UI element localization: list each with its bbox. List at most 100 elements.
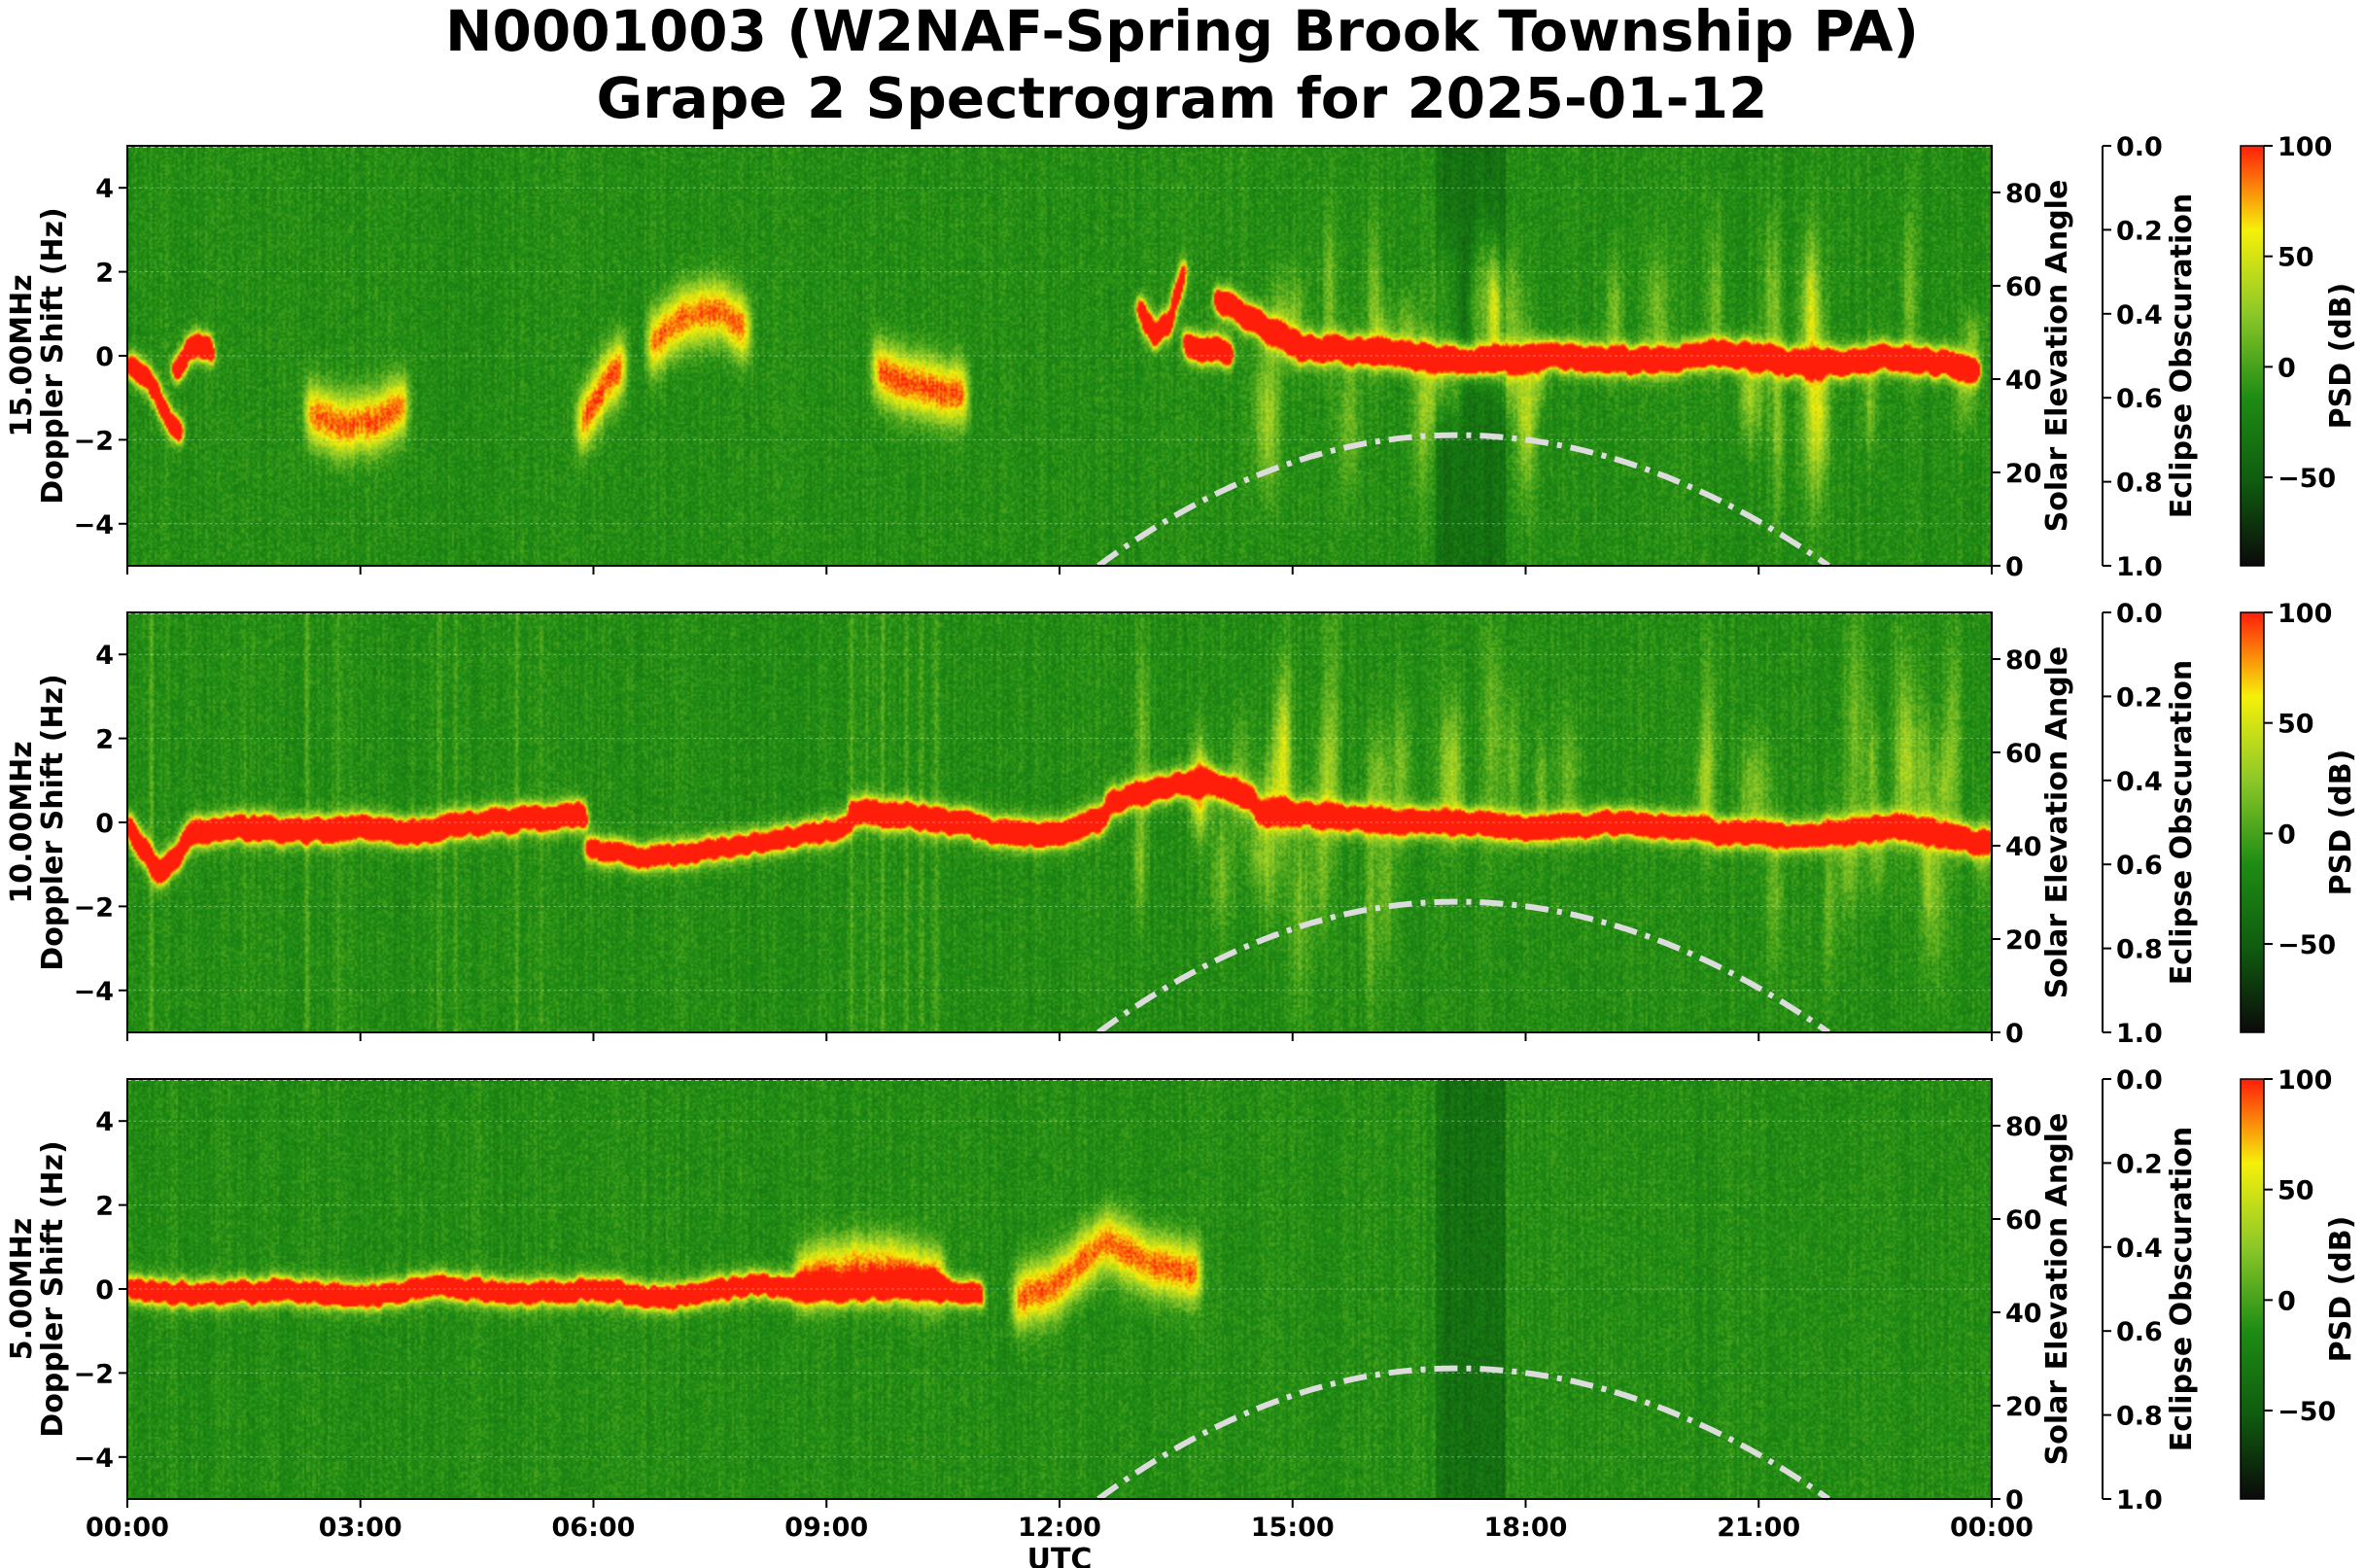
panel-frequency-label: 5.00MHz <box>5 1218 39 1360</box>
solar-elevation-curve <box>1096 898 1830 1035</box>
colorbar-label: PSD (dB) <box>2324 283 2358 430</box>
ytick-label: 0 <box>95 809 114 839</box>
xtick-label: 21:00 <box>1717 1513 1800 1543</box>
colorbar-tick-label: 100 <box>2278 1065 2332 1096</box>
xtick-label: 12:00 <box>1018 1513 1101 1543</box>
colorbar-tick-label: 50 <box>2278 710 2314 740</box>
obscuration-tick-label: 0.2 <box>2116 216 2163 246</box>
colorbar-label: PSD (dB) <box>2324 749 2358 896</box>
obscuration-tick-label: 0.2 <box>2116 682 2163 713</box>
colorbar-tick-label: 100 <box>2278 599 2332 629</box>
obscuration-tick-label: 0.0 <box>2116 599 2163 629</box>
elevation-tick-label: 0 <box>2005 552 2024 582</box>
solar-elevation-label: Solar Elevation Angle <box>2040 1113 2074 1466</box>
ytick-label: −2 <box>74 1359 114 1389</box>
elevation-tick-label: 20 <box>2005 1392 2042 1422</box>
obscuration-tick-label: 1.0 <box>2116 1485 2163 1516</box>
obscuration-tick-label: 0.4 <box>2116 300 2163 331</box>
obscuration-tick-label: 0.4 <box>2116 767 2163 797</box>
solar-elevation-label: Solar Elevation Angle <box>2040 646 2074 999</box>
ytick-label: −4 <box>74 510 114 540</box>
obscuration-tick-label: 0.6 <box>2116 851 2163 881</box>
solar-elevation-label: Solar Elevation Angle <box>2040 180 2074 533</box>
obscuration-tick-label: 0.2 <box>2116 1149 2163 1179</box>
x-axis-label: UTC <box>1027 1543 1093 1568</box>
psd-colorbar <box>2240 611 2265 1033</box>
figure-title-line1: N0001003 (W2NAF-Spring Brook Township PA… <box>445 0 1919 64</box>
colorbar-tick-label: 0 <box>2278 1286 2296 1316</box>
doppler-shift-label: Doppler Shift (Hz) <box>36 674 70 970</box>
psd-colorbar <box>2240 1078 2265 1500</box>
colorbar-tick-label: 50 <box>2278 243 2314 273</box>
elevation-tick-label: 60 <box>2005 739 2042 769</box>
colorbar-tick-label: −50 <box>2278 464 2336 494</box>
spectrogram-heatmap <box>127 1079 1992 1499</box>
panel-frequency-label: 10.00MHz <box>5 741 39 903</box>
obscuration-tick-label: 0.0 <box>2116 132 2163 162</box>
elevation-tick-label: 0 <box>2005 1019 2024 1049</box>
elevation-tick-label: 80 <box>2005 1112 2042 1142</box>
ytick-label: 4 <box>95 641 114 671</box>
colorbar-tick-label: 0 <box>2278 819 2296 850</box>
solar-elevation-curve <box>1096 432 1830 569</box>
elevation-tick-label: 20 <box>2005 459 2042 489</box>
elevation-tick-label: 40 <box>2005 1299 2042 1329</box>
obscuration-tick-label: 0.8 <box>2116 469 2163 499</box>
colorbar-tick-label: −50 <box>2278 930 2336 960</box>
obscuration-tick-label: 0.8 <box>2116 935 2163 965</box>
obscuration-tick-label: 0.4 <box>2116 1234 2163 1264</box>
xtick-label: 06:00 <box>552 1513 636 1543</box>
ytick-label: 2 <box>95 725 114 755</box>
psd-colorbar <box>2240 145 2265 567</box>
colorbar-tick-label: 100 <box>2278 132 2332 162</box>
eclipse-obscuration-label: Eclipse Obscuration <box>2165 1127 2199 1452</box>
xtick-label: 09:00 <box>784 1513 868 1543</box>
solar-elevation-curve <box>1096 1365 1830 1502</box>
colorbar-tick-label: 50 <box>2278 1176 2314 1206</box>
xtick-label: 00:00 <box>86 1513 169 1543</box>
ytick-label: −2 <box>74 892 114 923</box>
elevation-tick-label: 60 <box>2005 1205 2042 1236</box>
colorbar-label: PSD (dB) <box>2324 1216 2358 1363</box>
obscuration-tick-label: 1.0 <box>2116 552 2163 582</box>
xtick-label: 18:00 <box>1484 1513 1568 1543</box>
elevation-tick-label: 20 <box>2005 925 2042 956</box>
panel-frequency-label: 15.00MHz <box>5 274 39 436</box>
spectrogram-heatmap <box>127 612 1992 1032</box>
ytick-label: −2 <box>74 426 114 456</box>
xtick-label: 00:00 <box>1950 1513 2034 1543</box>
obscuration-tick-label: 1.0 <box>2116 1019 2163 1049</box>
ytick-label: −4 <box>74 977 114 1007</box>
ytick-label: 0 <box>95 1275 114 1306</box>
doppler-shift-label: Doppler Shift (Hz) <box>36 1140 70 1437</box>
ytick-label: 2 <box>95 1192 114 1222</box>
elevation-tick-label: 40 <box>2005 832 2042 862</box>
elevation-tick-label: 40 <box>2005 366 2042 396</box>
ytick-label: 2 <box>95 259 114 289</box>
spectrogram-heatmap <box>127 146 1992 566</box>
xtick-label: 15:00 <box>1251 1513 1335 1543</box>
xtick-label: 03:00 <box>319 1513 402 1543</box>
obscuration-tick-label: 0.6 <box>2116 384 2163 414</box>
eclipse-obscuration-label: Eclipse Obscuration <box>2165 660 2199 986</box>
obscuration-tick-label: 0.8 <box>2116 1402 2163 1432</box>
figure-title-line2: Grape 2 Spectrogram for 2025-01-12 <box>597 65 1768 131</box>
obscuration-tick-label: 0.0 <box>2116 1065 2163 1096</box>
eclipse-obscuration-label: Eclipse Obscuration <box>2165 193 2199 519</box>
doppler-shift-label: Doppler Shift (Hz) <box>36 207 70 504</box>
ytick-label: 4 <box>95 174 114 204</box>
elevation-tick-label: 80 <box>2005 645 2042 676</box>
elevation-tick-label: 80 <box>2005 179 2042 209</box>
elevation-tick-label: 60 <box>2005 272 2042 302</box>
ytick-label: −4 <box>74 1444 114 1474</box>
ytick-label: 4 <box>95 1107 114 1137</box>
elevation-tick-label: 0 <box>2005 1485 2024 1516</box>
colorbar-tick-label: 0 <box>2278 353 2296 383</box>
ytick-label: 0 <box>95 342 114 372</box>
obscuration-tick-label: 0.6 <box>2116 1317 2163 1347</box>
